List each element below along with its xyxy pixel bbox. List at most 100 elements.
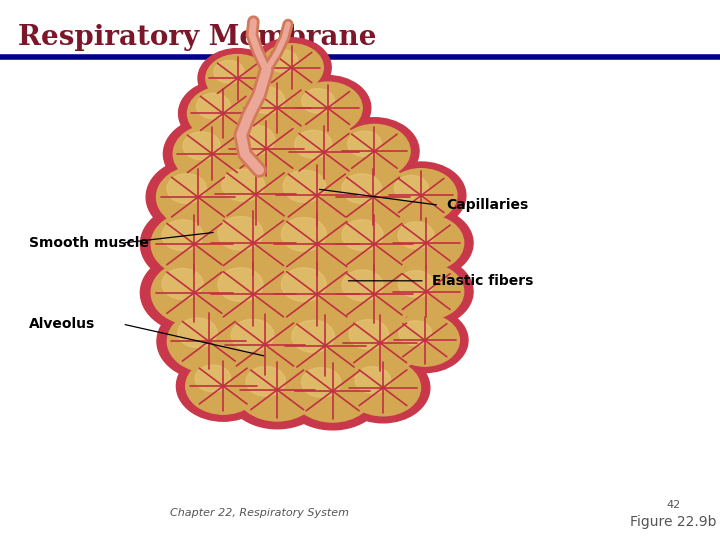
Circle shape bbox=[291, 360, 374, 422]
Circle shape bbox=[195, 365, 230, 392]
Circle shape bbox=[151, 212, 238, 276]
Circle shape bbox=[162, 220, 203, 251]
Circle shape bbox=[355, 367, 390, 393]
Circle shape bbox=[342, 220, 383, 251]
Circle shape bbox=[167, 310, 251, 373]
Circle shape bbox=[292, 320, 334, 352]
Circle shape bbox=[328, 304, 432, 382]
Circle shape bbox=[214, 60, 244, 83]
Circle shape bbox=[260, 44, 323, 91]
Circle shape bbox=[140, 204, 248, 285]
Circle shape bbox=[140, 252, 248, 333]
Circle shape bbox=[187, 86, 259, 140]
Circle shape bbox=[225, 351, 329, 429]
Circle shape bbox=[399, 321, 432, 346]
Circle shape bbox=[220, 311, 310, 378]
Circle shape bbox=[342, 174, 382, 204]
Text: Figure 22.9b: Figure 22.9b bbox=[630, 515, 716, 529]
Text: Smooth muscle: Smooth muscle bbox=[29, 236, 148, 250]
Circle shape bbox=[269, 303, 382, 388]
Circle shape bbox=[146, 158, 250, 236]
Circle shape bbox=[258, 200, 376, 288]
Circle shape bbox=[321, 158, 425, 236]
Circle shape bbox=[282, 268, 326, 301]
Circle shape bbox=[385, 168, 457, 222]
Circle shape bbox=[293, 82, 362, 134]
Text: 42: 42 bbox=[666, 500, 680, 510]
Circle shape bbox=[379, 256, 473, 327]
Circle shape bbox=[284, 76, 371, 140]
Circle shape bbox=[225, 117, 308, 180]
Circle shape bbox=[348, 131, 382, 157]
Circle shape bbox=[162, 268, 203, 299]
Circle shape bbox=[230, 73, 324, 143]
Circle shape bbox=[178, 318, 217, 348]
Circle shape bbox=[338, 312, 422, 374]
Circle shape bbox=[268, 50, 298, 72]
Circle shape bbox=[269, 259, 364, 330]
Text: Capillaries: Capillaries bbox=[446, 198, 528, 212]
Circle shape bbox=[197, 93, 230, 119]
Circle shape bbox=[179, 80, 268, 147]
Circle shape bbox=[209, 302, 321, 387]
Circle shape bbox=[240, 80, 315, 136]
Circle shape bbox=[390, 314, 459, 366]
Circle shape bbox=[235, 125, 275, 155]
Text: Respiratory Membrane: Respiratory Membrane bbox=[18, 24, 377, 51]
Circle shape bbox=[395, 176, 428, 201]
Circle shape bbox=[342, 270, 383, 301]
Circle shape bbox=[320, 254, 428, 335]
Circle shape bbox=[389, 215, 464, 271]
Circle shape bbox=[206, 207, 301, 279]
Circle shape bbox=[174, 125, 251, 183]
Circle shape bbox=[246, 367, 286, 396]
Circle shape bbox=[269, 208, 364, 280]
Circle shape bbox=[258, 250, 376, 339]
Circle shape bbox=[281, 312, 370, 379]
Circle shape bbox=[167, 174, 207, 204]
Circle shape bbox=[198, 49, 277, 108]
Circle shape bbox=[163, 117, 261, 191]
Circle shape bbox=[206, 259, 301, 330]
Circle shape bbox=[398, 271, 433, 297]
Circle shape bbox=[379, 208, 473, 278]
Circle shape bbox=[252, 38, 331, 97]
Circle shape bbox=[156, 166, 240, 228]
Circle shape bbox=[281, 352, 384, 430]
Circle shape bbox=[275, 116, 373, 189]
Circle shape bbox=[199, 152, 312, 237]
Circle shape bbox=[261, 153, 373, 238]
Circle shape bbox=[222, 169, 264, 201]
Circle shape bbox=[349, 320, 389, 349]
Circle shape bbox=[302, 368, 341, 397]
Circle shape bbox=[282, 218, 326, 251]
Circle shape bbox=[235, 359, 319, 421]
Circle shape bbox=[231, 319, 274, 351]
Circle shape bbox=[320, 204, 428, 285]
Circle shape bbox=[294, 130, 332, 158]
Circle shape bbox=[338, 124, 410, 178]
Circle shape bbox=[194, 250, 312, 339]
Circle shape bbox=[336, 353, 430, 423]
Circle shape bbox=[194, 199, 312, 287]
Circle shape bbox=[176, 351, 270, 421]
Circle shape bbox=[382, 308, 468, 373]
Circle shape bbox=[211, 161, 300, 228]
Circle shape bbox=[302, 89, 335, 113]
Circle shape bbox=[151, 260, 238, 325]
Text: Elastic fibers: Elastic fibers bbox=[432, 274, 534, 288]
Circle shape bbox=[330, 118, 419, 185]
Circle shape bbox=[346, 360, 420, 416]
Circle shape bbox=[331, 262, 418, 327]
Circle shape bbox=[206, 55, 269, 102]
Circle shape bbox=[215, 110, 318, 187]
Circle shape bbox=[377, 162, 466, 229]
Circle shape bbox=[285, 123, 363, 181]
Circle shape bbox=[218, 217, 263, 250]
Circle shape bbox=[157, 302, 261, 380]
Circle shape bbox=[398, 222, 433, 248]
Circle shape bbox=[183, 132, 220, 160]
Circle shape bbox=[389, 264, 464, 320]
Circle shape bbox=[331, 166, 415, 228]
Circle shape bbox=[283, 170, 325, 202]
